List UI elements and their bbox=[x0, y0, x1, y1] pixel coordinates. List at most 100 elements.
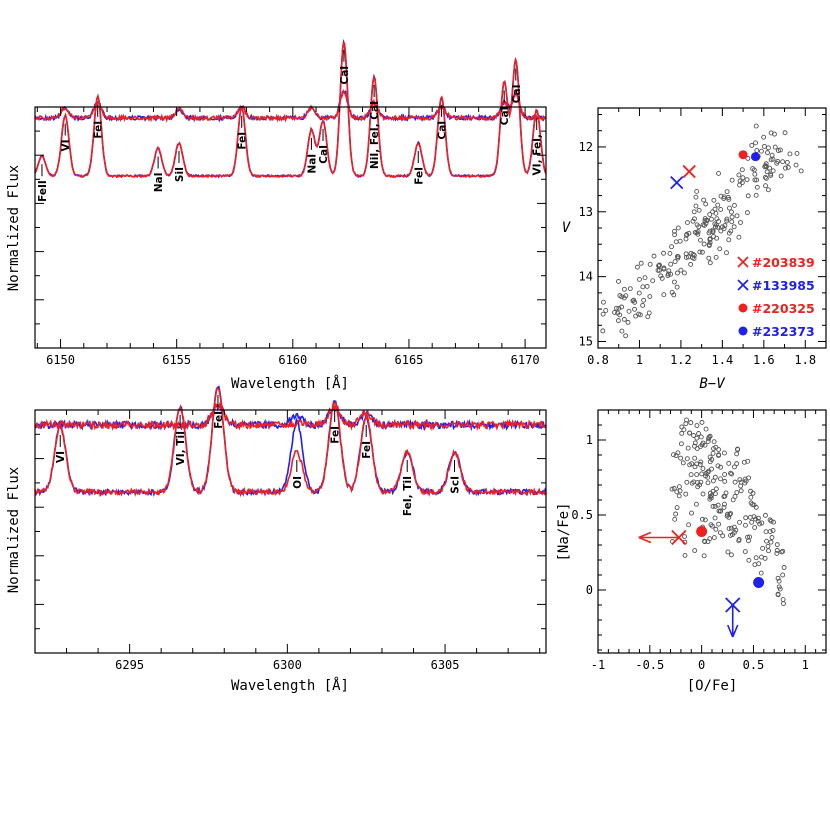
star-point bbox=[724, 250, 729, 256]
star-point bbox=[637, 312, 643, 318]
star-point bbox=[627, 286, 633, 292]
legend-dot bbox=[738, 326, 748, 336]
line-id-label: FeI, TiI bbox=[402, 476, 414, 516]
star-point bbox=[693, 203, 699, 209]
star-point bbox=[675, 254, 680, 259]
star-point bbox=[673, 453, 679, 459]
star-point bbox=[682, 534, 687, 539]
star-point bbox=[707, 260, 713, 266]
star-point bbox=[675, 270, 680, 276]
star-point bbox=[734, 461, 740, 467]
star-point bbox=[732, 479, 738, 485]
star-point bbox=[774, 160, 780, 166]
star-point bbox=[715, 502, 721, 508]
star-point bbox=[729, 219, 735, 225]
x-tick-label: 6305 bbox=[431, 658, 460, 672]
star-point bbox=[716, 521, 722, 527]
spectrum-curve bbox=[34, 387, 547, 498]
cross-marker bbox=[737, 256, 749, 268]
star-point bbox=[780, 597, 786, 603]
star-point bbox=[798, 168, 804, 174]
star-point bbox=[647, 261, 653, 267]
star-point bbox=[707, 228, 713, 234]
star-point bbox=[722, 472, 728, 477]
star-point bbox=[709, 466, 714, 472]
star-point bbox=[753, 516, 758, 522]
line-id-label: FeI bbox=[413, 167, 425, 185]
star-point bbox=[749, 142, 755, 148]
difference-curve bbox=[34, 88, 547, 123]
spectrum-bottom-panel: VI VI, TiI FeI OI FeI FeI FeI, TiI ScI 6295 6300… bbox=[6, 385, 547, 694]
star-point bbox=[739, 167, 745, 173]
y-tick-label: 0.5 bbox=[571, 508, 593, 522]
star-point bbox=[689, 510, 695, 516]
star-point bbox=[713, 486, 719, 492]
star-point bbox=[665, 273, 671, 279]
star-point bbox=[672, 516, 678, 522]
star-point bbox=[661, 250, 666, 256]
star-point bbox=[763, 183, 768, 189]
star-point bbox=[728, 525, 734, 531]
star-point bbox=[600, 299, 606, 305]
star-point bbox=[677, 488, 683, 494]
legend-label: #203839 bbox=[752, 255, 815, 270]
star-point bbox=[710, 229, 716, 235]
cmd-ticks: 0.8 1 1.2 1.4 1.6 1.8 12 13 14 15 bbox=[579, 108, 827, 367]
star-point bbox=[730, 497, 736, 503]
star-point bbox=[677, 238, 683, 244]
line-id-label: CaI bbox=[511, 85, 523, 104]
star-point bbox=[634, 264, 640, 270]
star-point bbox=[708, 216, 714, 222]
spectrum-curve bbox=[34, 385, 547, 497]
star-point bbox=[728, 552, 734, 558]
star-point bbox=[723, 490, 729, 496]
star-point bbox=[764, 538, 769, 544]
star-point bbox=[600, 328, 606, 334]
star-point bbox=[673, 239, 679, 245]
star-point bbox=[689, 480, 695, 486]
star-point bbox=[703, 201, 709, 207]
star-point bbox=[708, 495, 714, 501]
star-point bbox=[642, 275, 648, 281]
star-point bbox=[669, 486, 675, 492]
star-point bbox=[749, 519, 755, 525]
star-point bbox=[777, 586, 783, 592]
star-point bbox=[784, 159, 790, 165]
star-point bbox=[706, 242, 712, 248]
x-tick-label: 0 bbox=[698, 658, 705, 672]
star-point bbox=[771, 519, 777, 525]
star-point bbox=[713, 210, 719, 216]
star-point bbox=[755, 515, 761, 521]
star-point bbox=[696, 224, 702, 230]
spectrum-top-frame bbox=[34, 106, 547, 349]
star-point bbox=[694, 188, 700, 194]
star-point bbox=[619, 304, 625, 310]
star-point bbox=[711, 197, 717, 203]
star-point bbox=[780, 548, 786, 554]
star-point bbox=[793, 162, 799, 168]
star-point bbox=[711, 446, 716, 452]
star-point bbox=[658, 273, 664, 279]
star-point bbox=[698, 459, 704, 465]
line-id-label: NaI bbox=[306, 154, 318, 174]
star-point bbox=[671, 486, 677, 491]
star-point bbox=[712, 221, 718, 227]
star-point bbox=[683, 236, 689, 242]
star-point bbox=[636, 290, 642, 296]
star-point bbox=[711, 234, 716, 240]
star-point bbox=[768, 539, 774, 545]
star-point bbox=[738, 488, 744, 494]
star-point bbox=[734, 451, 740, 457]
star-point bbox=[707, 236, 713, 242]
star-point bbox=[684, 231, 690, 237]
star-point bbox=[670, 452, 676, 458]
star-point bbox=[603, 308, 609, 313]
cmd-ylabel: V bbox=[562, 220, 572, 236]
star-point bbox=[729, 471, 735, 477]
star-point bbox=[667, 250, 673, 256]
spectrum-bottom-line-labels: VI VI, TiI FeI OI FeI FeI FeI, TiI ScI bbox=[55, 395, 462, 516]
line-id-label: OI bbox=[292, 476, 304, 489]
x-tick-label: 6160 bbox=[278, 353, 307, 367]
star-point bbox=[632, 299, 638, 305]
star-point bbox=[710, 450, 716, 456]
